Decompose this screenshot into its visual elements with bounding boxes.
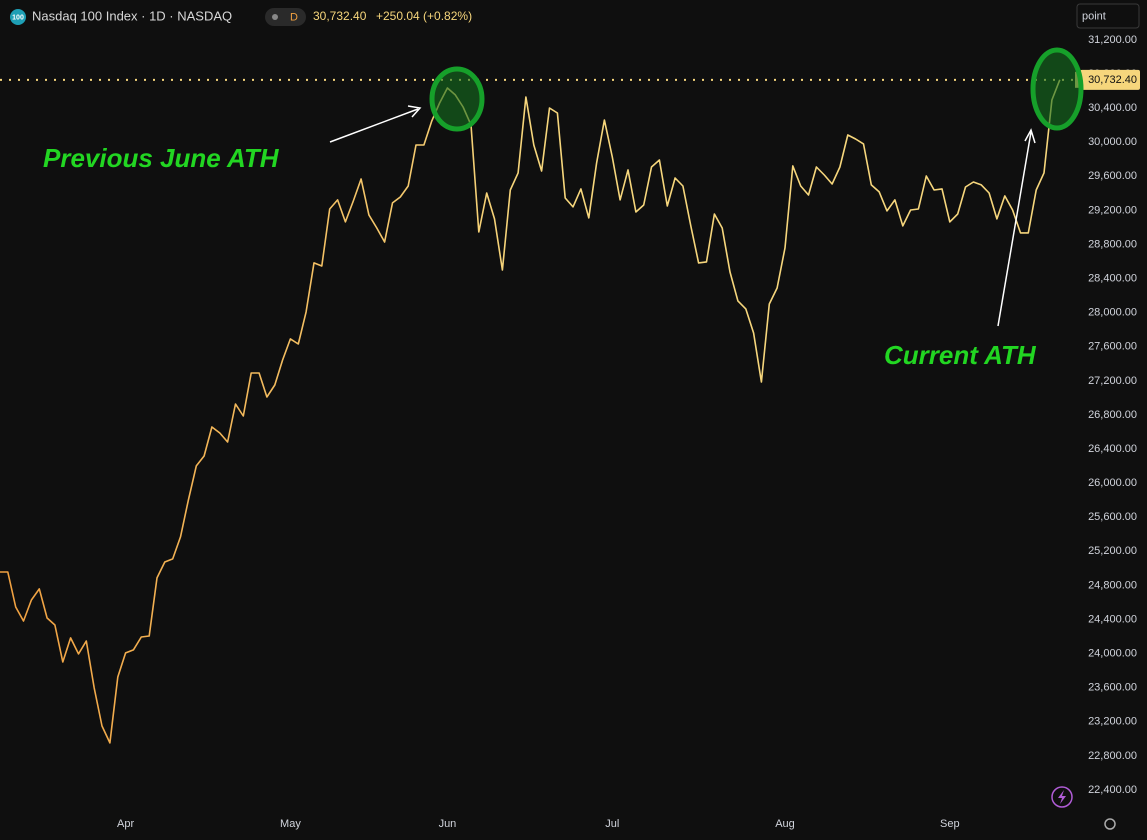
x-tick-label: Jul: [605, 818, 619, 830]
y-tick-label: 29,600.00: [1088, 170, 1137, 182]
x-tick-label: Aug: [775, 818, 795, 830]
y-tick-label: 30,000.00: [1088, 136, 1137, 148]
x-tick-label: Apr: [117, 818, 134, 830]
arrowhead: [407, 105, 422, 118]
annotation: Previous June ATH: [43, 143, 280, 173]
y-tick-label: 26,800.00: [1088, 409, 1137, 421]
logo: [10, 9, 26, 25]
scale-mode: point: [1082, 10, 1106, 22]
price-line: [0, 79, 1061, 744]
last-price-label: 30,732.40: [1088, 74, 1137, 86]
interval: D: [290, 11, 298, 23]
y-tick-label: 31,200.00: [1088, 34, 1137, 46]
settings-button[interactable]: [1104, 818, 1116, 830]
y-tick-label: 22,800.00: [1088, 750, 1137, 762]
y-tick-label: 25,600.00: [1088, 511, 1137, 523]
status-dot: [272, 14, 278, 20]
x-tick-label: Jun: [439, 818, 457, 830]
interval-pill[interactable]: [265, 8, 306, 26]
y-tick-label: 23,600.00: [1088, 682, 1137, 694]
last-price-box: [1080, 69, 1140, 90]
y-tick-label: 30,400.00: [1088, 102, 1137, 114]
y-tick-label: 27,200.00: [1088, 375, 1137, 387]
x-tick-label: May: [280, 818, 301, 830]
price: 30,732.40: [313, 9, 367, 23]
y-tick-label: 26,000.00: [1088, 477, 1137, 489]
lightning-icon: [1058, 790, 1066, 804]
annotation: Current ATH: [884, 340, 1037, 370]
y-tick-label: 27,600.00: [1088, 341, 1137, 353]
change: +250.04 (+0.82%): [376, 9, 472, 23]
arrowhead: [1024, 128, 1036, 144]
lightning-button[interactable]: [1051, 786, 1073, 808]
y-tick-label: 26,400.00: [1088, 443, 1137, 455]
highlight-circle: [1030, 47, 1084, 131]
y-tick-label: 28,400.00: [1088, 273, 1137, 285]
y-tick-label: 24,800.00: [1088, 579, 1137, 591]
y-tick-label: 24,400.00: [1088, 613, 1137, 625]
y-tick-label: 23,200.00: [1088, 716, 1137, 728]
arrow: [329, 108, 419, 143]
logo-text: 100: [12, 14, 24, 21]
scale-mode-button[interactable]: [1076, 3, 1140, 29]
y-tick-label: 22,400.00: [1088, 784, 1137, 796]
y-tick-label: 28,000.00: [1088, 307, 1137, 319]
y-tick-label: 29,200.00: [1088, 204, 1137, 216]
x-tick-label: Sep: [940, 818, 960, 830]
arrow: [997, 131, 1032, 327]
y-tick-label: 28,800.00: [1088, 238, 1137, 250]
highlight-circle: [429, 66, 485, 132]
plot: 22,400.00 22,800.00 23,200.00 23,600.00 24,0…: [0, 34, 1140, 830]
symbol-title: Nasdaq 100 Index · 1D · NASDAQ: [32, 8, 232, 23]
y-tick-label: 24,000.00: [1088, 648, 1137, 660]
y-tick-label: 25,200.00: [1088, 545, 1137, 557]
